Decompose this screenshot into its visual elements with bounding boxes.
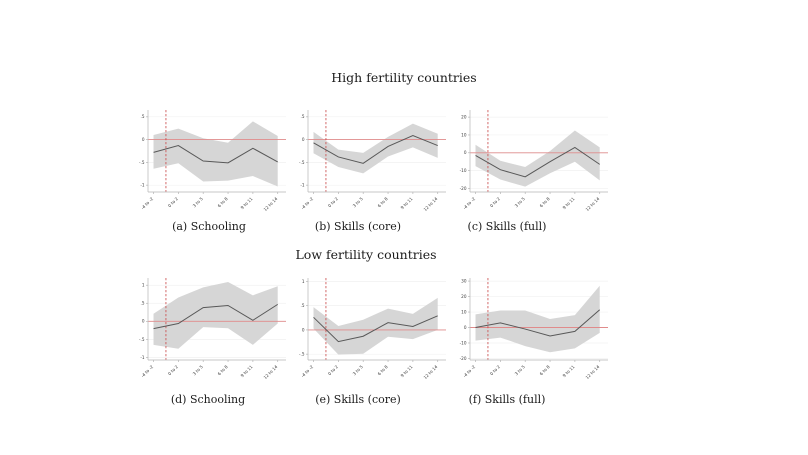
svg-text:0: 0 <box>464 325 467 330</box>
svg-text:0: 0 <box>142 319 145 324</box>
svg-text:10: 10 <box>461 309 467 314</box>
svg-text:12 to 14: 12 to 14 <box>262 196 278 212</box>
svg-text:12 to 14: 12 to 14 <box>422 364 438 380</box>
svg-text:6 to 8: 6 to 8 <box>539 196 551 208</box>
svg-text:9 to 11: 9 to 11 <box>240 196 254 210</box>
svg-text:0 to 2: 0 to 2 <box>489 196 501 208</box>
svg-text:-4 to -2: -4 to -2 <box>300 364 315 379</box>
svg-text:9 to 11: 9 to 11 <box>240 364 254 378</box>
svg-text:6 to 8: 6 to 8 <box>217 364 229 376</box>
svg-text:-10: -10 <box>460 340 467 345</box>
svg-text:-20: -20 <box>460 356 467 361</box>
group-title-high-fertility: High fertility countries <box>331 70 477 85</box>
svg-text:-10: -10 <box>460 168 467 173</box>
svg-text:-4 to -2: -4 to -2 <box>300 196 315 211</box>
svg-text:0 to 2: 0 to 2 <box>167 196 179 208</box>
caption-panel-f: (f) Skills (full) <box>468 393 546 406</box>
svg-text:3 to 5: 3 to 5 <box>352 196 364 208</box>
svg-text:.5: .5 <box>141 301 145 306</box>
svg-text:6 to 8: 6 to 8 <box>217 196 229 208</box>
svg-text:-1: -1 <box>140 183 145 188</box>
group-title-low-fertility: Low fertility countries <box>295 247 437 262</box>
svg-text:10: 10 <box>461 132 467 137</box>
svg-text:12 to 14: 12 to 14 <box>422 196 438 212</box>
panel-a-schooling-plot: .5 0 -.5 -1 -4 to -2 0 to 2 3 to 5 6 to 8 9 to 1… <box>139 110 286 212</box>
svg-text:12 to 14: 12 to 14 <box>584 364 600 380</box>
caption-panel-a: (a) Schooling <box>172 220 246 233</box>
svg-text:20: 20 <box>461 115 467 120</box>
svg-text:9 to 11: 9 to 11 <box>400 196 414 210</box>
svg-text:30: 30 <box>461 278 467 283</box>
svg-text:-.5: -.5 <box>299 160 305 165</box>
svg-text:3 to 5: 3 to 5 <box>514 196 526 208</box>
svg-text:6 to 8: 6 to 8 <box>377 364 389 376</box>
svg-text:-.5: -.5 <box>139 160 145 165</box>
panel-f-skills-full-plot: 30 20 10 0 -10 -20 -4 to -2 0 to 2 3 to 5 6 to 8 9… <box>460 278 608 380</box>
panel-d-schooling-plot: 1 .5 0 -.5 -1 -4 to -2 0 to 2 3 to 5 6 to 8 9 to … <box>139 278 286 380</box>
caption-panel-d: (d) Schooling <box>170 393 246 406</box>
caption-panel-c: (c) Skills (full) <box>467 220 547 233</box>
svg-text:-4 to -2: -4 to -2 <box>140 196 155 211</box>
svg-text:-1: -1 <box>140 355 145 360</box>
svg-text:12 to 14: 12 to 14 <box>262 364 278 380</box>
svg-text:0: 0 <box>302 327 305 332</box>
caption-panel-e: (e) Skills (core) <box>315 393 401 406</box>
svg-text:.5: .5 <box>301 303 305 308</box>
svg-text:-20: -20 <box>460 186 467 191</box>
svg-text:0 to 2: 0 to 2 <box>327 364 339 376</box>
svg-text:12 to 14: 12 to 14 <box>584 196 600 212</box>
panel-e-skills-core-plot: 1 .5 0 -.5 -4 to -2 0 to 2 3 to 5 6 to 8 9 to 11… <box>299 278 446 380</box>
panel-c-skills-full-plot: 20 10 0 -10 -20 -4 to -2 0 to 2 3 to 5 6 to 8 9 t… <box>460 110 608 212</box>
svg-text:-4 to -2: -4 to -2 <box>462 364 477 379</box>
svg-text:3 to 5: 3 to 5 <box>352 364 364 376</box>
svg-text:6 to 8: 6 to 8 <box>539 364 551 376</box>
svg-text:-.5: -.5 <box>139 337 145 342</box>
svg-text:0 to 2: 0 to 2 <box>167 364 179 376</box>
svg-text:-.5: -.5 <box>299 352 305 357</box>
panel-b-skills-core-plot: .5 0 -.5 -1 -4 to -2 0 to 2 3 to 5 6 to 8 9 to 1… <box>299 110 446 212</box>
svg-text:-4 to -2: -4 to -2 <box>140 364 155 379</box>
svg-text:9 to 11: 9 to 11 <box>400 364 414 378</box>
svg-text:.5: .5 <box>141 114 145 119</box>
svg-text:3 to 5: 3 to 5 <box>192 364 204 376</box>
svg-text:20: 20 <box>461 294 467 299</box>
svg-text:3 to 5: 3 to 5 <box>514 364 526 376</box>
svg-text:0: 0 <box>464 150 467 155</box>
svg-text:1: 1 <box>142 283 145 288</box>
svg-text:1: 1 <box>302 279 305 284</box>
svg-text:6 to 8: 6 to 8 <box>377 196 389 208</box>
svg-text:9 to 11: 9 to 11 <box>562 196 576 210</box>
svg-text:0: 0 <box>302 137 305 142</box>
svg-text:3 to 5: 3 to 5 <box>192 196 204 208</box>
svg-text:.5: .5 <box>301 114 305 119</box>
svg-text:-4 to -2: -4 to -2 <box>462 196 477 211</box>
svg-text:0 to 2: 0 to 2 <box>327 196 339 208</box>
svg-text:0: 0 <box>142 137 145 142</box>
svg-text:-1: -1 <box>300 183 305 188</box>
caption-panel-b: (b) Skills (core) <box>314 220 402 233</box>
svg-text:9 to 11: 9 to 11 <box>562 364 576 378</box>
svg-text:0 to 2: 0 to 2 <box>489 364 501 376</box>
